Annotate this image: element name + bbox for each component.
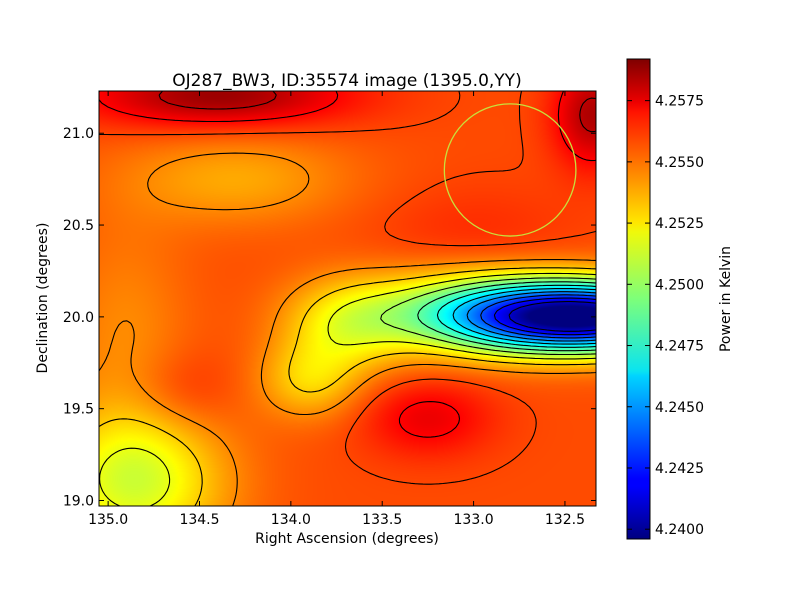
x-axis-label: Right Ascension (degrees) <box>255 531 439 547</box>
y-axis: 19.0 19.5 20.0 20.5 21.0 <box>63 126 596 509</box>
y-tick-label: 19.0 <box>63 493 94 509</box>
annotations <box>443 103 577 237</box>
heatmap-image <box>99 91 596 506</box>
colorbar-tick-label: 4.2500 <box>655 277 704 293</box>
contour-line <box>508 301 596 332</box>
colorbar-tick-label: 4.2425 <box>655 461 704 477</box>
y-tick-label: 20.0 <box>63 310 94 326</box>
contour-line <box>417 281 596 352</box>
colorbar-tick-label: 4.2400 <box>655 522 704 538</box>
contour-line <box>466 291 596 342</box>
colorbar-gradient <box>627 59 650 539</box>
y-tick-label: 19.5 <box>63 402 94 418</box>
x-tick-label: 133.5 <box>362 512 402 528</box>
colorbar-frame <box>626 58 651 540</box>
colorbar-tick-label: 4.2450 <box>655 400 704 416</box>
chart-title: OJ287_BW3, ID:35574 image (1395.0,YY) <box>172 71 521 91</box>
x-tick-label: 135.0 <box>88 512 128 528</box>
y-axis-label: Declination (degrees) <box>35 223 51 374</box>
x-tick-label: 134.5 <box>179 512 219 528</box>
y-tick-label: 21.0 <box>63 126 94 142</box>
colorbar-tick-label: 4.2550 <box>655 155 704 171</box>
x-tick-label: 132.5 <box>545 512 585 528</box>
colorbar: 4.2400 4.2425 4.2450 4.2475 4.2500 4.2525 4.25… <box>626 58 734 540</box>
colorbar-ticks: 4.2400 4.2425 4.2450 4.2475 4.2500 4.2525 4.25… <box>627 94 704 538</box>
contour-line <box>380 277 596 356</box>
x-tick-label: 133.0 <box>454 512 494 528</box>
y-tick-label: 20.5 <box>63 218 94 234</box>
beam-circle <box>443 103 577 237</box>
contour-line <box>452 287 596 345</box>
plot-area <box>98 90 597 507</box>
contour-line <box>99 267 596 506</box>
colorbar-label: Power in Kelvin <box>718 246 734 352</box>
colorbar-tick-label: 4.2475 <box>655 339 704 355</box>
plot-frame <box>98 90 597 507</box>
colorbar-tick-label: 4.2575 <box>655 94 704 110</box>
x-tick-label: 134.0 <box>271 512 311 528</box>
contour-line <box>493 297 596 336</box>
colorbar-tick-label: 4.2525 <box>655 216 704 232</box>
contour-line <box>99 152 596 506</box>
contour-line <box>158 91 596 133</box>
x-axis: 135.0 134.5 134.0 133.5 133.0 132.5 <box>88 91 585 528</box>
